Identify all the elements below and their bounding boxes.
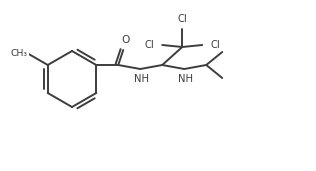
Text: Cl: Cl [144, 40, 154, 50]
Text: O: O [121, 35, 130, 45]
Text: NH: NH [178, 74, 193, 84]
Text: Cl: Cl [177, 14, 187, 24]
Text: NH: NH [134, 74, 149, 84]
Text: CH₃: CH₃ [11, 49, 28, 58]
Text: Cl: Cl [210, 40, 220, 50]
